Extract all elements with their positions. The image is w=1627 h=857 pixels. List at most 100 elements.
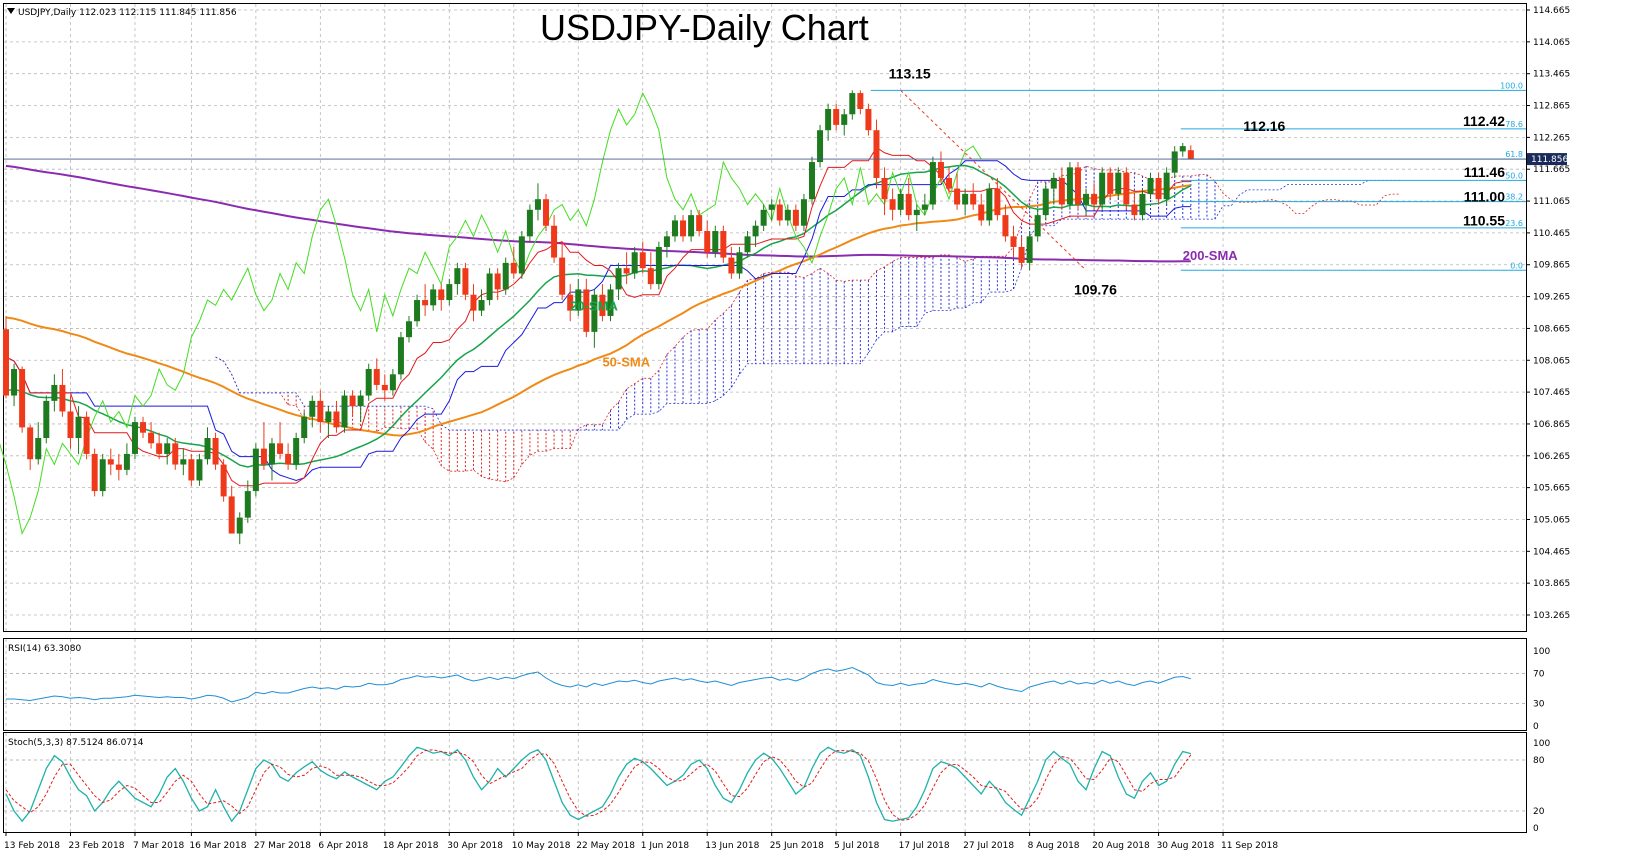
candle-body: [1083, 193, 1090, 205]
price-tick-label: 103.865: [1533, 579, 1570, 589]
candle-body: [51, 384, 58, 401]
candle-body: [414, 300, 421, 322]
candle-body: [220, 464, 227, 497]
price-tick-label: 114.065: [1533, 38, 1570, 48]
stoch-panel-frame[interactable]: [3, 732, 1527, 833]
candle-body: [1026, 236, 1033, 263]
candle-body: [277, 443, 284, 454]
annotation-label: 113.15: [889, 65, 931, 81]
candle-body: [1058, 177, 1065, 205]
price-panel-frame[interactable]: [3, 3, 1527, 632]
candle-body: [607, 289, 614, 316]
sma-20-line: [5, 164, 1192, 468]
candle-body: [639, 252, 646, 269]
candle-body: [825, 108, 832, 131]
candle-body: [1066, 167, 1073, 205]
rsi-panel-title: RSI(14) 63.3080: [8, 644, 81, 654]
candle-body: [728, 257, 735, 274]
candle-body: [833, 108, 840, 125]
candle-body: [1018, 246, 1025, 263]
candle-body: [228, 496, 235, 534]
candle-body: [655, 246, 662, 285]
candle-body: [268, 443, 275, 465]
candle-body: [937, 162, 944, 178]
candle-body: [430, 289, 437, 306]
level-label: 111.46: [1464, 164, 1505, 180]
candle-body: [397, 337, 404, 375]
chart-menu-icon[interactable]: [7, 8, 15, 14]
price-tick-label: 111.665: [1533, 165, 1570, 175]
candle-body: [19, 369, 26, 428]
candle-body: [438, 289, 445, 301]
candle-body: [1107, 172, 1114, 194]
candle-body: [994, 188, 1001, 216]
candle-body: [1074, 167, 1081, 205]
candle-body: [164, 443, 171, 454]
candle-body: [83, 416, 90, 454]
rsi-tick-label: 100: [1533, 647, 1550, 657]
annotation-label: 200-SMA: [1183, 248, 1239, 263]
chikou-span-line: [0, 91, 982, 536]
candle-body: [720, 231, 727, 258]
candle-body: [865, 108, 872, 131]
ichimoku-cloud: [287, 166, 1216, 482]
candle-body: [188, 459, 195, 481]
candle-body: [357, 395, 364, 407]
candle-body: [75, 416, 82, 439]
price-tick-label: 110.465: [1533, 229, 1570, 239]
candle-body: [583, 289, 590, 332]
candle-body: [1171, 151, 1178, 173]
date-tick-label: 27 Mar 2018: [254, 841, 311, 851]
rsi-line: [6, 666, 1191, 703]
price-tick-label: 105.665: [1533, 484, 1570, 494]
candle-body: [1010, 236, 1017, 247]
candle-body: [615, 268, 622, 290]
candle-body: [1099, 172, 1106, 205]
date-tick-label: 13 Feb 2018: [4, 841, 60, 851]
candle-body: [478, 300, 485, 311]
candle-body: [1050, 177, 1057, 189]
candle-body: [59, 384, 66, 412]
candle-body: [712, 231, 719, 253]
date-tick-label: 25 Jun 2018: [770, 841, 824, 851]
chart-info-header: USDJPY,Daily 112.023 112.115 111.845 111…: [18, 8, 237, 18]
candle-body: [736, 252, 743, 274]
date-tick-label: 6 Apr 2018: [318, 841, 368, 851]
candle-body: [1179, 146, 1186, 152]
candle-body: [817, 130, 824, 163]
date-tick-label: 30 Aug 2018: [1157, 841, 1215, 851]
candle-body: [599, 294, 606, 316]
candle-body: [921, 204, 928, 210]
date-tick-label: 27 Jul 2018: [963, 841, 1014, 851]
candle-body: [325, 411, 332, 423]
date-tick-label: 13 Jun 2018: [705, 841, 759, 851]
date-tick-label: 11 Sep 2018: [1221, 841, 1278, 851]
candle-body: [1163, 172, 1170, 200]
candle-body: [671, 220, 678, 237]
candle-body: [510, 262, 517, 274]
candle-body: [91, 453, 98, 492]
candle-body: [946, 177, 953, 189]
candle-body: [809, 162, 815, 200]
annotations: 113.15 112.16 109.76 20-SMA 50-SMA 200-SMA 112…: [570, 65, 1505, 369]
level-label: 111.00: [1464, 189, 1505, 205]
candle-body: [752, 225, 759, 237]
candle-body: [1115, 172, 1122, 194]
sma-50-line: [5, 184, 1191, 437]
fib-label: 23.6: [1505, 219, 1523, 228]
candle-body: [591, 294, 598, 332]
stoch-tick-label: 20: [1533, 807, 1545, 817]
candle-body: [1002, 215, 1009, 237]
date-tick-label: 20 Aug 2018: [1092, 841, 1150, 851]
stoch-tick-label: 0: [1533, 824, 1539, 834]
rsi-panel-frame[interactable]: [3, 638, 1527, 731]
date-tick-label: 8 Aug 2018: [1028, 841, 1080, 851]
date-tick-label: 30 Apr 2018: [447, 841, 503, 851]
level-label: 112.42: [1463, 113, 1505, 129]
candle-body: [301, 416, 308, 439]
candle-body: [454, 268, 461, 285]
candle-body: [180, 459, 187, 465]
price-tick-label: 112.265: [1533, 133, 1570, 143]
candle-body: [27, 427, 34, 460]
candle-body: [1131, 204, 1138, 216]
